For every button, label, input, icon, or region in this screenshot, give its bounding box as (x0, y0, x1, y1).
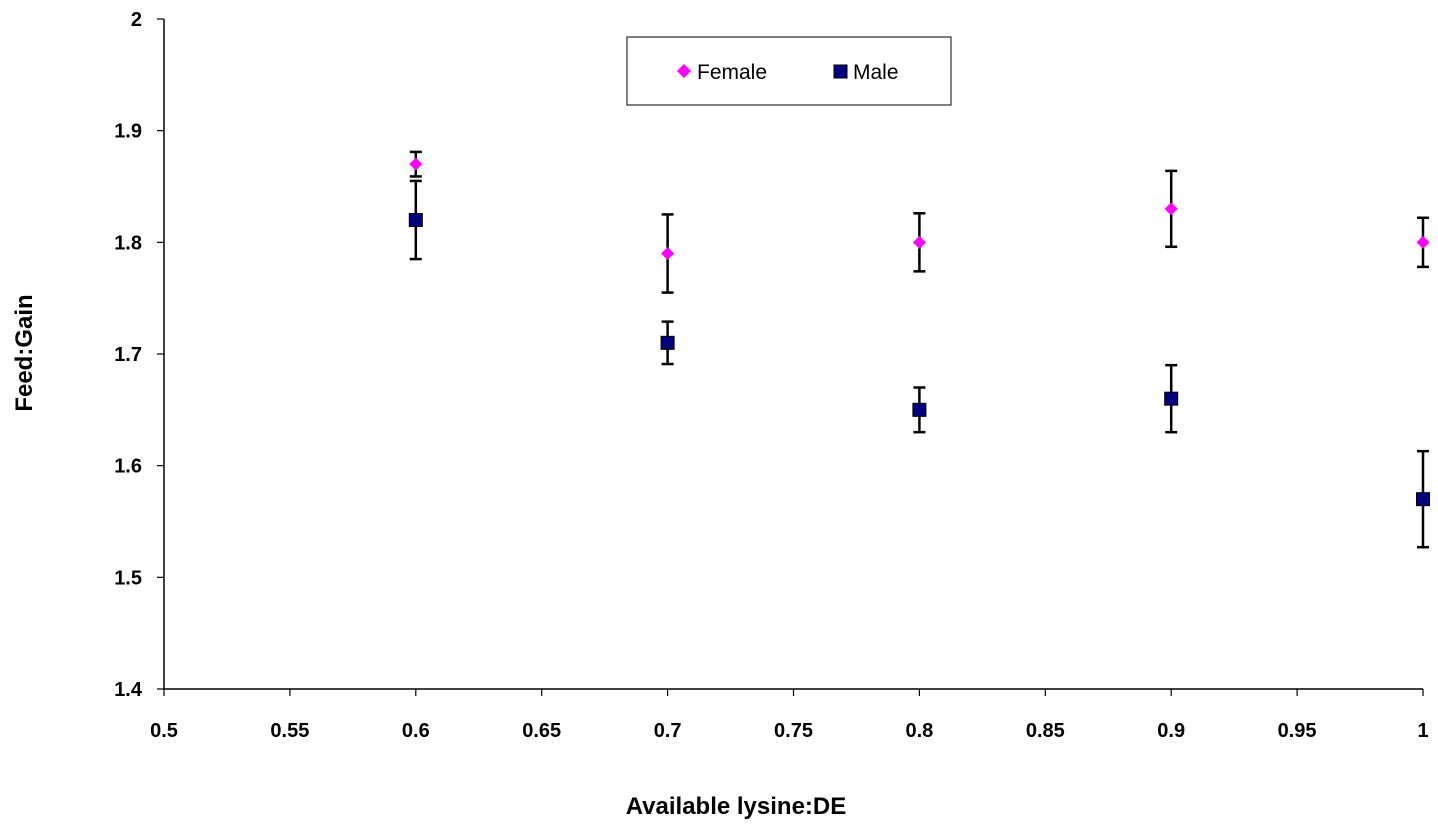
legend-marker-female (677, 64, 691, 78)
x-tick-label: 0.95 (1278, 720, 1317, 742)
x-axis-title: Available lysine:DE (626, 793, 847, 820)
legend: Female Male (626, 36, 952, 106)
data-points (408, 157, 1430, 507)
x-tick-label: 0.75 (774, 720, 813, 742)
x-tick-label: 0.7 (654, 720, 682, 742)
error-bars (409, 150, 1429, 549)
data-point-male (660, 335, 675, 350)
y-tick-label: 1.8 (114, 232, 142, 254)
axis-ticks: 1.4 1.5 1.6 1.7 1.8 1.9 2 0.5 0.55 0.6 0.65 0.7 0.75… (114, 9, 1428, 742)
legend-item-male: Male (833, 61, 899, 84)
y-axis-title: Feed:Gain (11, 294, 38, 411)
legend-box (626, 36, 952, 106)
legend-marker-male (833, 64, 848, 79)
data-point-male (1164, 391, 1179, 406)
legend-label-female: Female (697, 61, 767, 84)
data-point-female (661, 247, 675, 260)
x-tick-label: 0.65 (522, 720, 561, 742)
data-point-male (912, 402, 927, 417)
x-tick-label: 0.85 (1026, 720, 1065, 742)
data-point-male (1416, 492, 1430, 507)
data-point-female (1416, 235, 1430, 249)
legend-item-female: Female (677, 61, 767, 84)
y-tick-label: 1.7 (114, 344, 142, 366)
data-point-male (408, 213, 423, 227)
data-point-female (409, 157, 423, 171)
y-tick-label: 1.5 (114, 567, 142, 589)
y-tick-label: 1.6 (114, 456, 142, 478)
x-tick-label: 0.6 (402, 720, 430, 742)
y-tick-label: 2 (131, 9, 142, 31)
x-tick-label: 0.8 (905, 720, 933, 742)
x-tick-label: 0.5 (150, 720, 178, 742)
y-tick-label: 1.4 (114, 679, 143, 701)
x-tick-label: 1 (1417, 720, 1428, 742)
x-tick-label: 0.55 (270, 720, 309, 742)
data-point-female (912, 235, 926, 249)
legend-label-male: Male (853, 61, 899, 84)
x-tick-label: 0.9 (1157, 720, 1185, 742)
data-point-female (1164, 202, 1178, 216)
y-tick-label: 1.9 (114, 121, 142, 143)
